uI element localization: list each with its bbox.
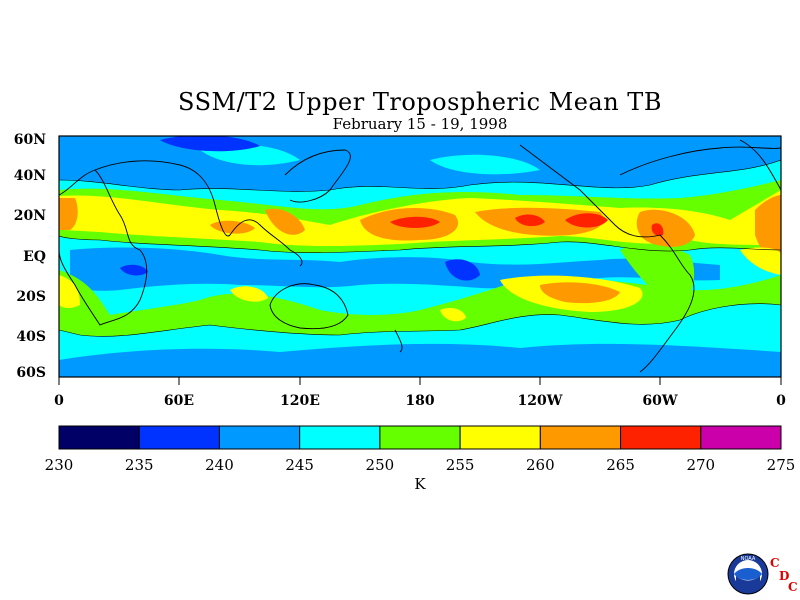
colorbar-swatch-265-270 — [620, 425, 702, 450]
lat-label-eq: EQ — [23, 249, 46, 265]
lat-label-60n: 60N — [13, 132, 46, 148]
map-title: SSM/T2 Upper Tropospheric Mean TB — [178, 88, 662, 116]
lon-label-0-end: 0 — [776, 393, 786, 409]
colorbar-swatch-240-245 — [218, 425, 301, 450]
lat-label-20s: 20S — [16, 289, 46, 305]
colorbar-label-260: 260 — [526, 456, 555, 474]
red-patch-4 — [651, 223, 664, 236]
lon-label-120e: 120E — [280, 393, 320, 409]
lat-label-20n: 20N — [13, 208, 46, 224]
colorbar-label-240: 240 — [205, 456, 234, 474]
south-yellow-aus — [230, 286, 268, 302]
red-patch-1 — [390, 216, 440, 228]
africa-coast — [59, 169, 148, 326]
equatorial-cold-2 — [445, 259, 480, 281]
lon-label-60w: 60W — [642, 393, 678, 409]
colorbar-swatch-255-260 — [459, 425, 541, 450]
orange-patch-india — [210, 220, 255, 234]
colorbar-swatch-260-265 — [539, 425, 622, 450]
south-cool-band — [59, 343, 781, 377]
colorbar-swatch-235-240 — [138, 425, 220, 450]
colorbar-swatch-250-255 — [379, 425, 461, 450]
lat-label-40s: 40S — [16, 329, 46, 345]
cdc-letter-c2: C — [788, 580, 798, 594]
colorbar-label-235: 235 — [124, 456, 154, 474]
colorbar-label-245: 245 — [285, 456, 314, 474]
lon-label-60e: 60E — [163, 393, 195, 409]
south-yellow-w — [59, 275, 80, 309]
north-atlantic-coast — [619, 146, 781, 176]
colorbar-label-230: 230 — [44, 456, 74, 474]
colorbar-swatch-230-235 — [58, 425, 140, 450]
colorbar-label-275: 275 — [766, 456, 796, 474]
north-cold-patch — [160, 136, 260, 152]
lat-label-60s: 60S — [16, 365, 46, 381]
red-patch-2 — [515, 214, 545, 227]
noaa-logo-text: NOAA — [741, 556, 756, 562]
east-asia-coast — [284, 149, 351, 203]
contour-lines — [59, 159, 781, 337]
americas-coast — [519, 144, 695, 373]
green-south-america — [620, 244, 695, 310]
lon-label-180: 180 — [405, 393, 435, 409]
north-warm-patch-2 — [430, 154, 540, 175]
south-yellow-small — [440, 307, 466, 322]
colorbar — [58, 425, 782, 450]
colorbar-label-255: 255 — [445, 456, 475, 474]
colorbar-label-270: 270 — [686, 456, 716, 474]
axis-ticks — [58, 377, 782, 385]
cdc-letter-c1: C — [770, 556, 780, 570]
asia-coast — [94, 160, 303, 267]
orange-patch-seasia — [265, 208, 305, 235]
red-patch-3 — [565, 213, 608, 228]
lat-label-40n: 40N — [13, 168, 46, 184]
europe-coast — [739, 139, 781, 191]
orange-patch-americas — [636, 209, 695, 247]
nz-coast — [394, 329, 403, 353]
lon-label-120w: 120W — [517, 393, 563, 409]
australia-coast — [269, 283, 349, 330]
cdc-letter-d: D — [779, 569, 790, 583]
orange-patch-w — [59, 198, 78, 230]
colorbar-unit: K — [414, 475, 426, 493]
map-subtitle: February 15 - 19, 1998 — [332, 115, 508, 133]
noaa-logo-icon: NOAA — [727, 553, 769, 595]
colorbar-swatch-245-250 — [299, 425, 381, 450]
map-field — [59, 136, 781, 377]
colorbar-label-250: 250 — [365, 456, 395, 474]
colorbar-label-265: 265 — [606, 456, 635, 474]
colorbar-swatch-270-275 — [700, 425, 782, 450]
yellow-atlantic — [740, 247, 781, 275]
south-orange-pacific — [540, 282, 620, 304]
lon-label-0: 0 — [54, 393, 64, 409]
coastlines — [59, 139, 781, 373]
equatorial-cold-1 — [120, 264, 148, 276]
